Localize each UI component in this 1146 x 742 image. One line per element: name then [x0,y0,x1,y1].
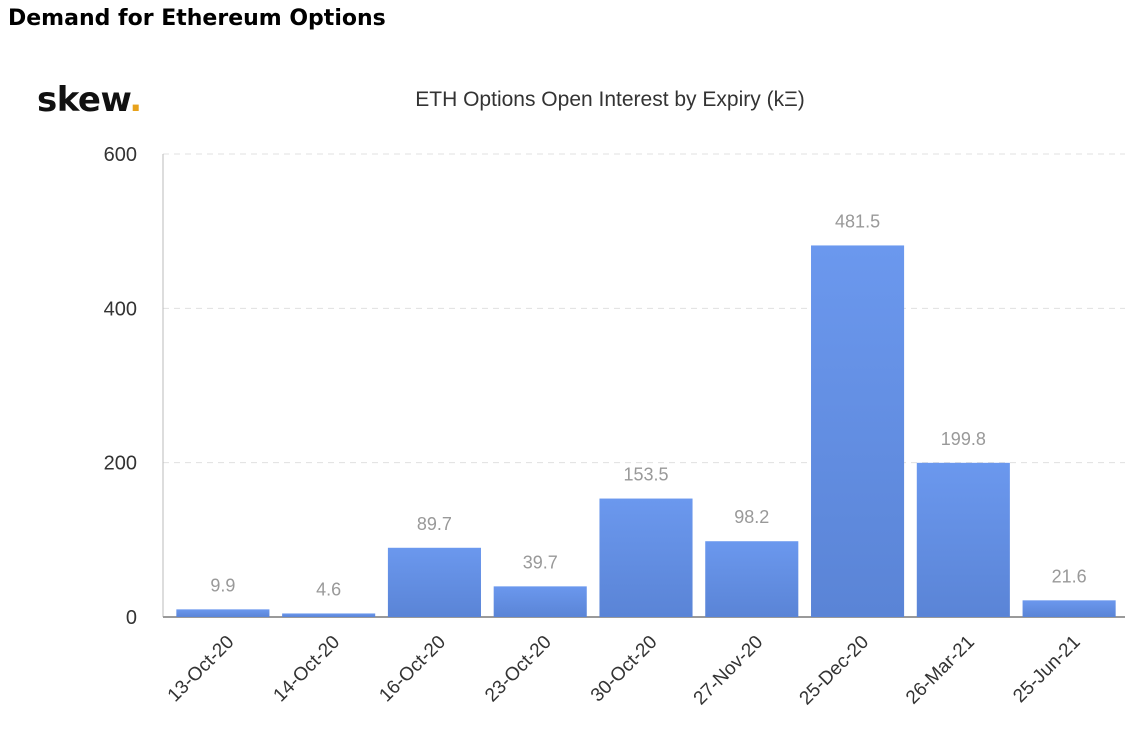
chart-title: ETH Options Open Interest by Expiry (kΞ) [415,88,805,111]
page-heading: Demand for Ethereum Options [8,6,386,31]
bar-16-Oct-20[interactable] [387,547,481,617]
data-label: 4.6 [316,579,341,599]
x-tick-label: 26-Mar-21 [902,632,979,709]
bar-30-Oct-20[interactable] [599,498,693,617]
data-label: 39.7 [523,552,558,572]
bar-25-Jun-21[interactable] [1022,600,1116,617]
logo-text: skew [37,80,130,120]
x-tick-label: 14-Oct-20 [270,632,345,707]
data-label: 199.8 [941,429,986,449]
bar-13-Oct-20[interactable] [176,609,270,617]
x-tick-label: 23-Oct-20 [481,632,556,707]
data-label: 21.6 [1052,566,1087,586]
y-tick-label: 600 [104,144,137,166]
x-tick-label: 16-Oct-20 [375,632,450,707]
data-label: 481.5 [835,211,880,231]
bar-14-Oct-20[interactable] [282,613,376,617]
x-tick-label: 30-Oct-20 [587,632,662,707]
data-label: 98.2 [734,507,769,527]
skew-logo: skew. [37,80,142,120]
bar-23-Oct-20[interactable] [493,586,587,617]
logo-dot: . [129,80,142,120]
y-tick-label: 400 [104,298,137,320]
bar-25-Dec-20[interactable] [811,245,905,617]
bar-27-Nov-20[interactable] [705,541,799,617]
x-tick-label: 13-Oct-20 [164,632,239,707]
data-label: 89.7 [417,514,452,534]
y-tick-label: 0 [126,607,137,629]
bar-26-Mar-21[interactable] [916,462,1010,617]
x-tick-label: 25-Jun-21 [1009,632,1084,707]
x-tick-label: 27-Nov-20 [690,632,768,710]
y-tick-label: 200 [104,453,137,475]
data-label: 153.5 [623,465,668,485]
data-label: 9.9 [210,575,235,595]
x-tick-label: 25-Dec-20 [796,632,874,710]
